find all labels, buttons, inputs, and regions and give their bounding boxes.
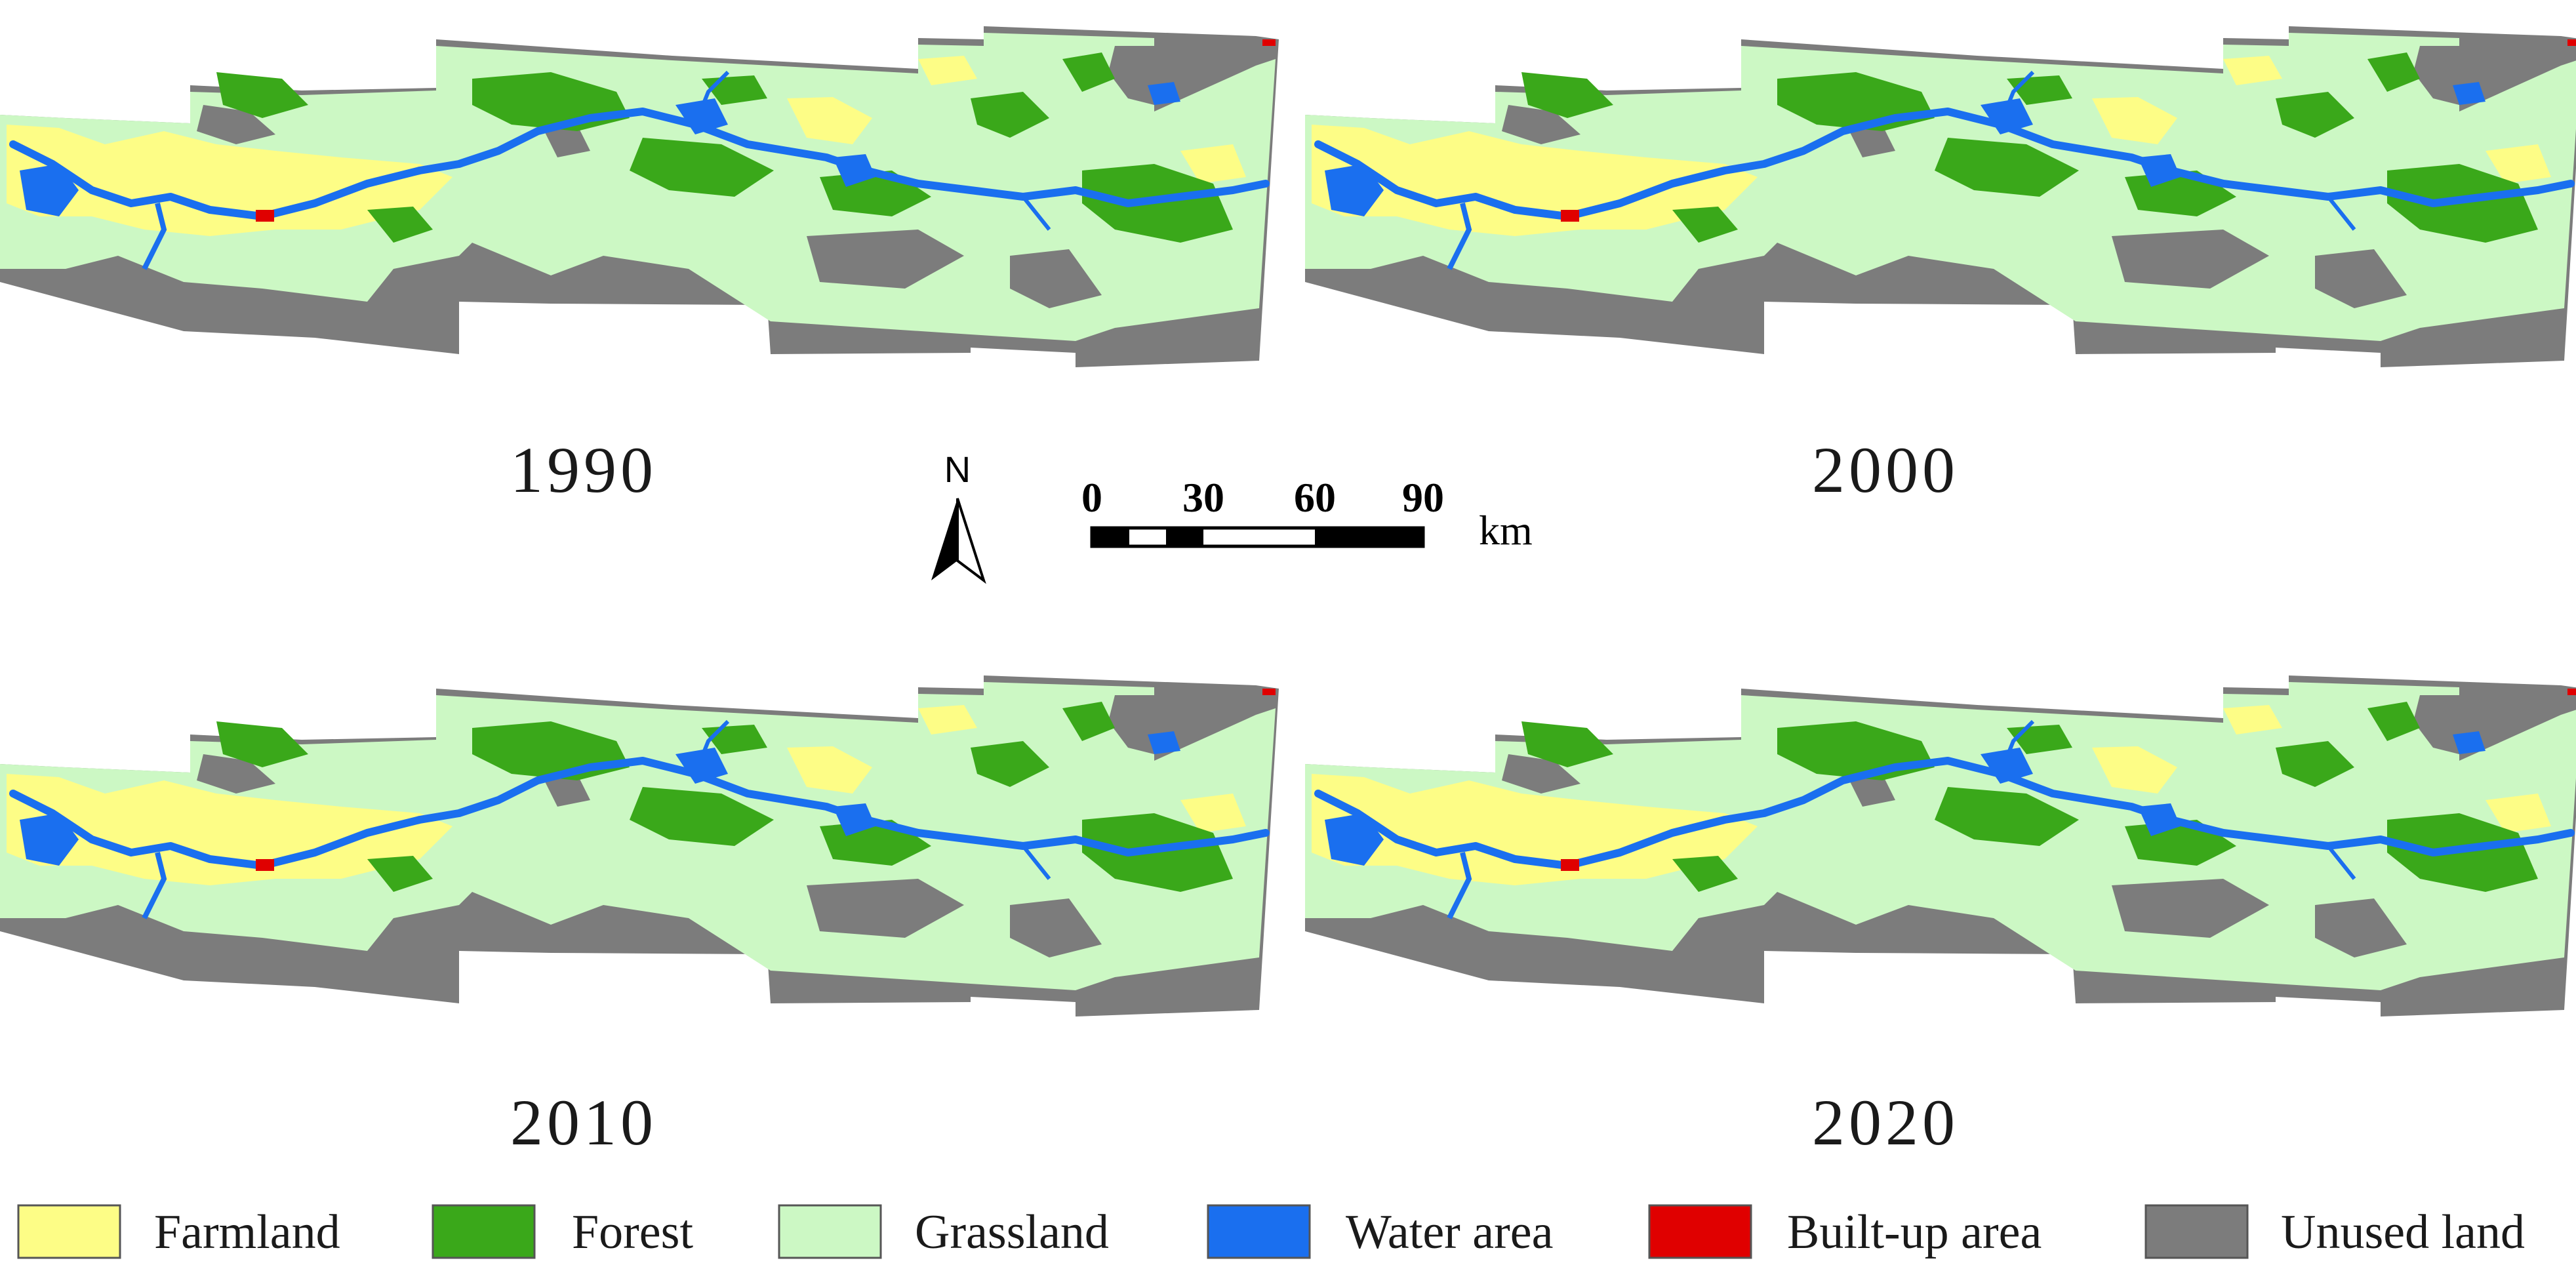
legend-item-built-up-area: Built-up area xyxy=(1648,1204,2042,1259)
map-panel-2020 xyxy=(1305,675,2576,1016)
legend-item-water-area: Water area xyxy=(1207,1204,1554,1259)
legend-label: Water area xyxy=(1346,1205,1554,1259)
legend-swatch xyxy=(1207,1204,1311,1259)
legend-item-forest: Forest xyxy=(432,1204,693,1259)
map-panel-2000 xyxy=(1305,26,2576,367)
scale-tick-30: 30 xyxy=(1182,474,1224,521)
map-panel-1990 xyxy=(0,26,1279,367)
legend-item-farmland: Farmland xyxy=(17,1204,340,1259)
scale-unit: km xyxy=(1479,507,1533,553)
legend-label: Farmland xyxy=(154,1205,340,1259)
legend-label: Forest xyxy=(572,1205,693,1259)
scale-tick-90: 90 xyxy=(1402,474,1444,521)
legend-swatch xyxy=(17,1204,121,1259)
north-arrow: N xyxy=(931,449,986,584)
year-label-1990: 1990 xyxy=(510,433,657,506)
scale-tick-0: 0 xyxy=(1081,474,1102,521)
legend-label: Grassland xyxy=(915,1205,1109,1259)
legend-label: Unused land xyxy=(2281,1205,2525,1259)
legend-swatch xyxy=(2144,1204,2249,1259)
legend-swatch xyxy=(778,1204,882,1259)
legend-label: Built-up area xyxy=(1787,1205,2042,1259)
legend: Farmland Forest Grassland Water area Bui… xyxy=(17,1204,2525,1259)
year-label-2010: 2010 xyxy=(510,1086,657,1159)
legend-item-grassland: Grassland xyxy=(778,1204,1109,1259)
legend-item-unused-land: Unused land xyxy=(2144,1204,2525,1259)
year-label-2000: 2000 xyxy=(1812,433,1959,506)
legend-swatch xyxy=(1648,1204,1752,1259)
scale-tick-60: 60 xyxy=(1294,474,1336,521)
map-panel-2010 xyxy=(0,675,1279,1016)
scale-bar: 0 30 60 90 km xyxy=(1081,474,1533,553)
north-arrow-letter: N xyxy=(944,449,971,490)
year-label-2020: 2020 xyxy=(1812,1086,1959,1159)
legend-swatch xyxy=(432,1204,536,1259)
north-arrow-icon xyxy=(931,498,957,580)
